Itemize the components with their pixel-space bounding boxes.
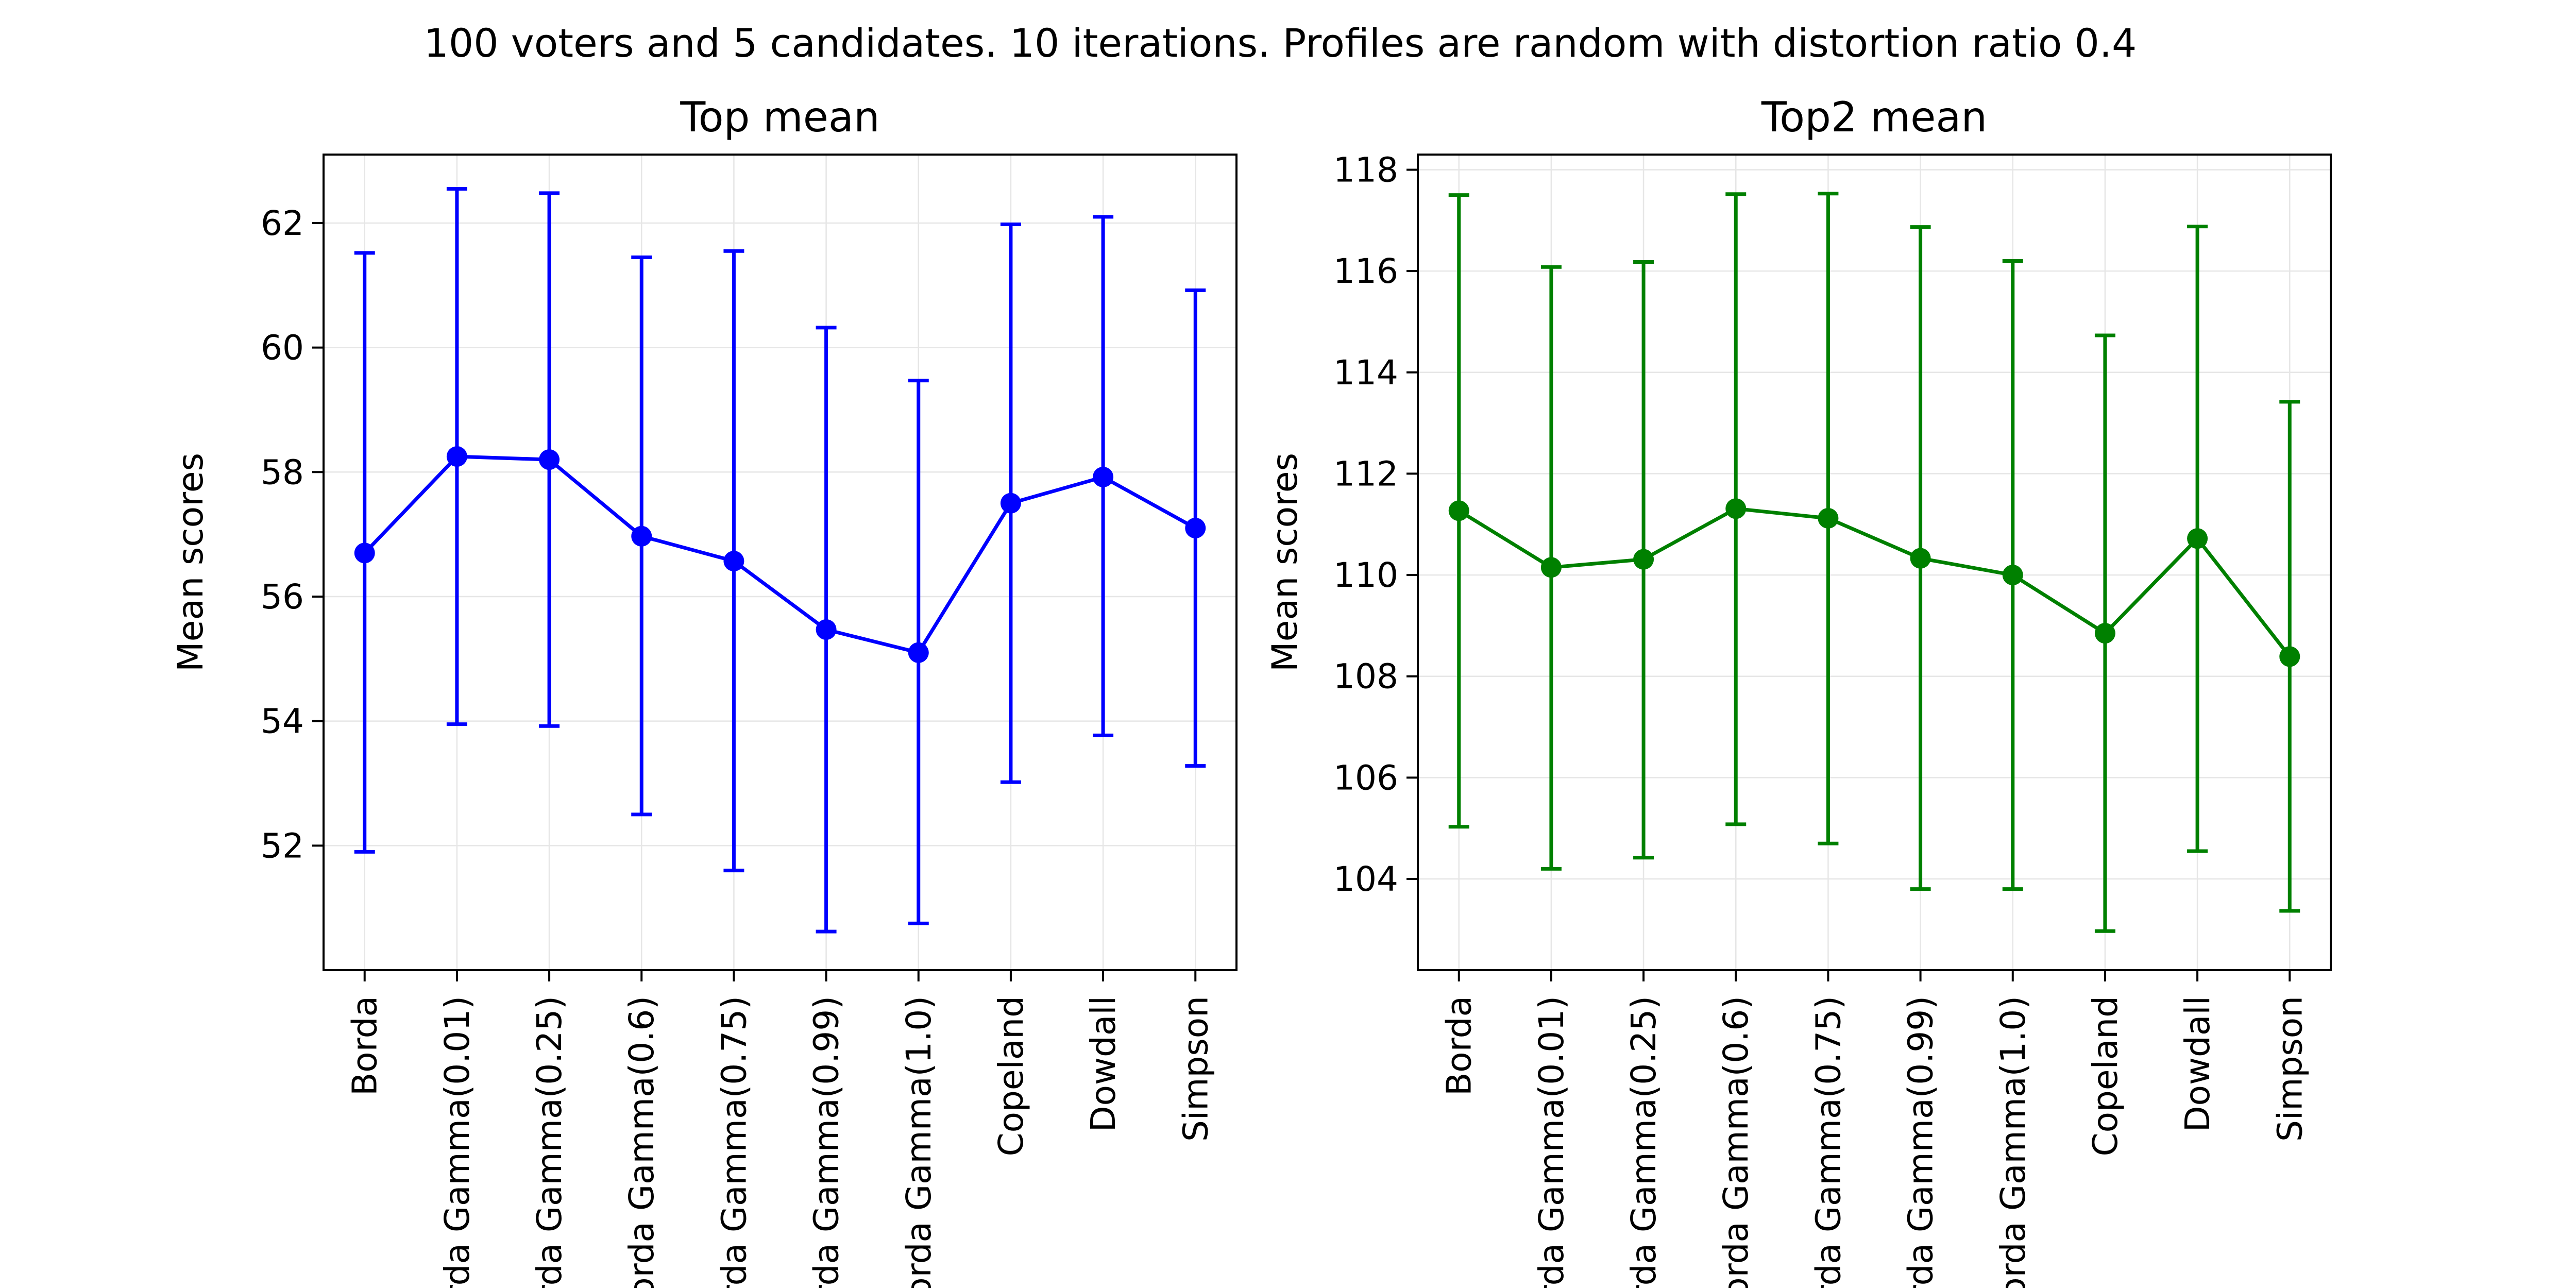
top-mean-xtick-label: Copeland <box>991 996 1031 1156</box>
top-mean-axes-frame <box>323 154 1238 971</box>
top2-mean-ytick-label: 112 <box>1333 454 1398 494</box>
top-mean-point <box>723 551 744 572</box>
top-mean-series-line <box>363 454 1196 655</box>
top2-mean-ylabel: Mean scores <box>1265 453 1306 672</box>
top-mean-ytick-label: 56 <box>261 577 304 617</box>
top-mean-point <box>1185 518 1206 539</box>
top-mean-point <box>354 543 375 564</box>
chart-top2-mean: Top2 mean Mean scores 104 106 108 110 112 114 11… <box>1265 93 2332 1288</box>
top2-mean-point <box>1818 507 1839 529</box>
top-mean-point <box>539 449 560 470</box>
figure-suptitle: 100 voters and 5 candidates. 10 iteratio… <box>424 20 2137 66</box>
top-mean-xtick-label: Borda Gamma(0.6) <box>622 996 662 1288</box>
top2-mean-point <box>1633 549 1654 570</box>
top-mean-point <box>908 642 929 663</box>
top-mean-xtick-label: Borda Gamma(0.01) <box>437 996 477 1288</box>
top-mean-title: Top mean <box>680 93 879 141</box>
top-mean-xtick-label: Borda Gamma(0.25) <box>530 996 569 1288</box>
top-mean-ytick-label: 62 <box>261 204 304 243</box>
top-mean-point <box>1093 466 1114 487</box>
top2-mean-xtick-label: Borda Gamma(0.25) <box>1624 996 1664 1288</box>
top2-mean-point <box>1725 498 1747 519</box>
top2-mean-series-line <box>1458 506 2292 658</box>
top2-mean-xtick-label: Simpson <box>2270 996 2310 1142</box>
top2-mean-point <box>1540 557 1562 578</box>
top2-mean-ytick-label: 108 <box>1333 657 1398 697</box>
top-mean-xtick-label: Simpson <box>1176 996 1215 1142</box>
top2-mean-xtick-label: Copeland <box>2086 996 2125 1156</box>
top2-mean-point <box>2094 623 2115 644</box>
top2-mean-ytick-label: 114 <box>1333 353 1398 393</box>
top2-mean-xtick-label: Dowdall <box>2178 996 2217 1132</box>
top2-mean-ytick-label: 106 <box>1333 758 1398 798</box>
top2-mean-xtick-label: Borda <box>1439 996 1479 1096</box>
top2-mean-point <box>2002 565 2023 586</box>
top-mean-ytick-label: 52 <box>261 826 304 866</box>
top-mean-ytick-label: 60 <box>261 328 304 368</box>
top-mean-xtick-label: Dowdall <box>1083 996 1123 1132</box>
top2-mean-title: Top2 mean <box>1761 93 1987 141</box>
top-mean-point <box>816 619 837 640</box>
top2-mean-axes-frame <box>1417 154 2332 971</box>
top-mean-point <box>446 446 467 467</box>
top2-mean-xtick-label: Borda Gamma(0.75) <box>1808 996 1848 1288</box>
top-mean-xtick-label: Borda Gamma(0.75) <box>714 996 754 1288</box>
top2-mean-point <box>1910 548 1931 569</box>
top-mean-point <box>1000 493 1021 514</box>
top-mean-xtick-label: Borda Gamma(0.99) <box>807 996 846 1288</box>
top2-mean-xtick-label: Borda Gamma(1.0) <box>1993 996 2033 1288</box>
top-mean-point <box>631 526 652 547</box>
top-mean-ylabel: Mean scores <box>171 453 211 672</box>
top2-mean-ytick-label: 104 <box>1333 859 1398 899</box>
top2-mean-point <box>2187 528 2208 549</box>
top2-mean-ytick-label: 116 <box>1333 251 1398 291</box>
top2-mean-xtick-label: Borda Gamma(0.99) <box>1901 996 1941 1288</box>
top2-mean-point <box>2279 646 2300 667</box>
top-mean-ytick-label: 54 <box>261 702 304 741</box>
top2-mean-xtick-label: Borda Gamma(0.6) <box>1716 996 1756 1288</box>
chart-top-mean: Top mean Mean scores 52 54 56 58 60 62 Borda Bord… <box>171 93 1238 1288</box>
top2-mean-ytick-label: 110 <box>1333 555 1398 595</box>
top2-mean-point <box>1448 500 1469 521</box>
top-mean-xtick-label: Borda Gamma(1.0) <box>899 996 939 1288</box>
top-mean-ytick-label: 58 <box>261 452 304 492</box>
top2-mean-ytick-label: 118 <box>1333 150 1398 190</box>
top-mean-xtick-label: Borda <box>345 996 385 1096</box>
top2-mean-xtick-label: Borda Gamma(0.01) <box>1532 996 1571 1288</box>
